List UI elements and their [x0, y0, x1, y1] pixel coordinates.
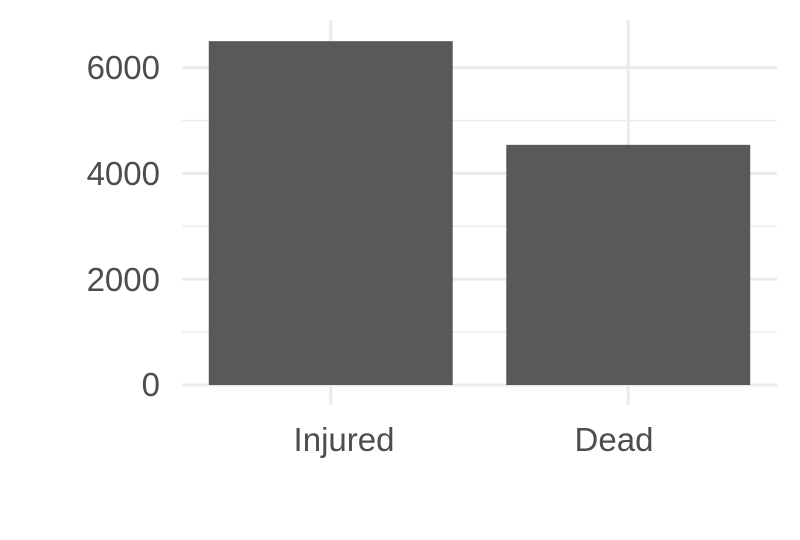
x-tick-label-dead: Dead — [575, 421, 654, 458]
y-tick-label-6000: 6000 — [87, 49, 160, 86]
y-axis: 0 2000 4000 6000 — [87, 49, 160, 403]
bars — [208, 41, 751, 386]
y-tick-label-2000: 2000 — [87, 261, 160, 298]
bar-dead — [506, 144, 751, 385]
bar-injured — [208, 41, 453, 386]
x-tick-label-injured: Injured — [294, 421, 395, 458]
y-tick-label-0: 0 — [142, 366, 160, 403]
x-axis: Injured Dead — [294, 421, 654, 458]
y-tick-label-4000: 4000 — [87, 155, 160, 192]
